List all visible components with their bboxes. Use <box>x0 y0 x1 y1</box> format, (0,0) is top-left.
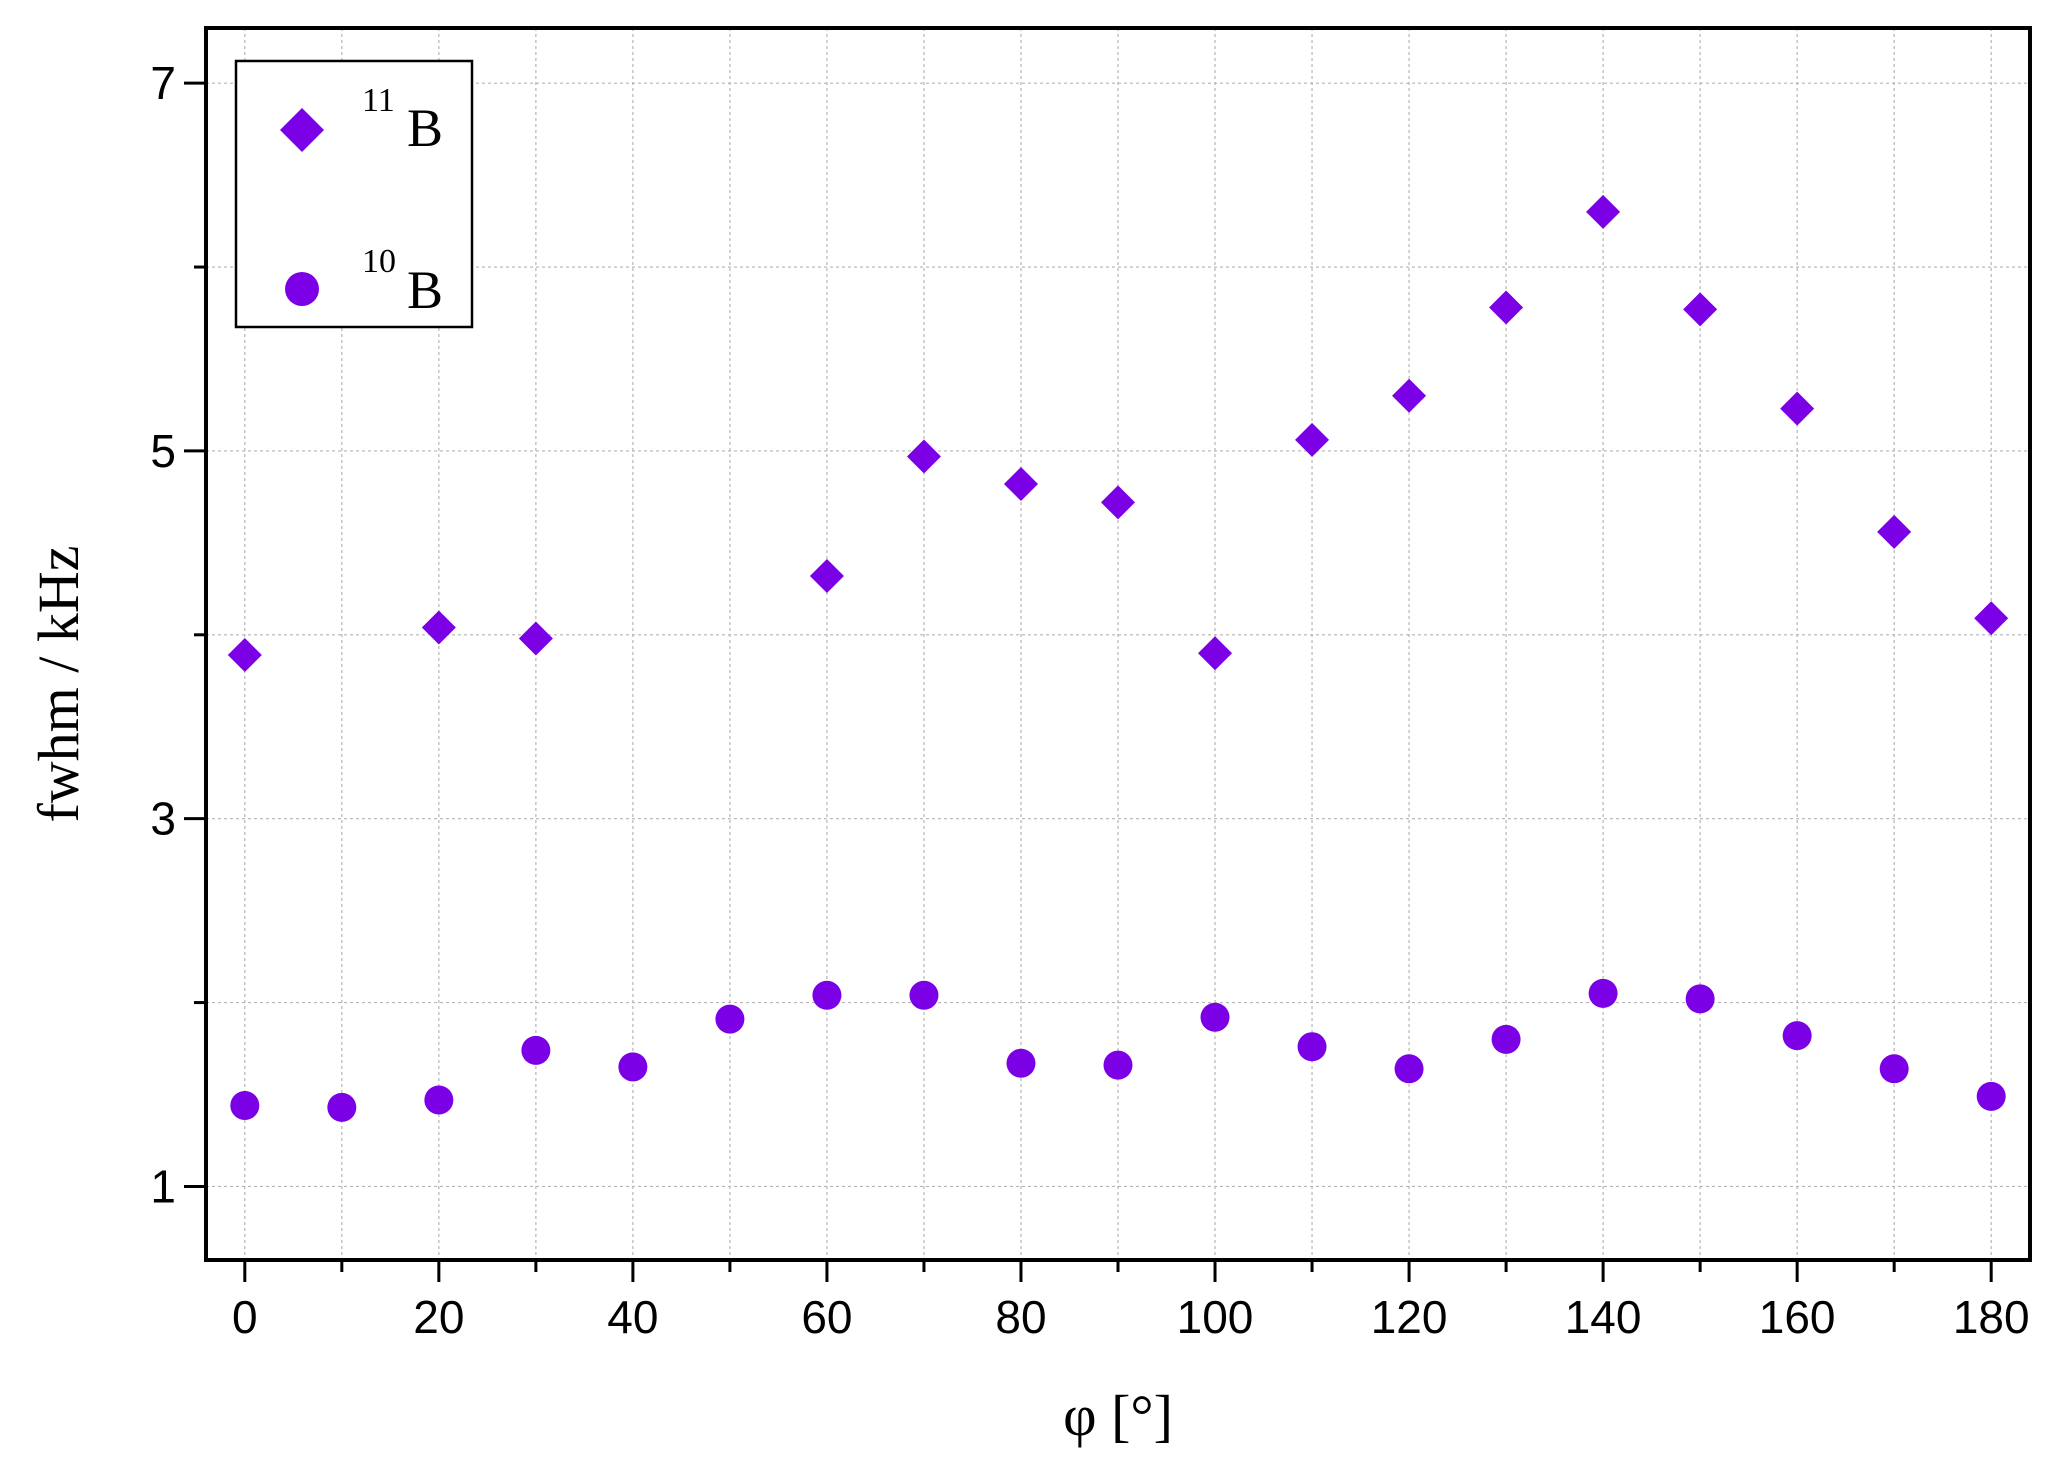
y-tick-label: 1 <box>150 1160 176 1212</box>
circle-point <box>1103 1050 1133 1080</box>
diamond-point <box>1392 378 1427 413</box>
legend-superscript: 11 <box>362 82 395 119</box>
y-tick-label: 7 <box>150 57 176 109</box>
legend-label: B <box>407 260 443 320</box>
diamond-point <box>906 439 941 474</box>
x-tick-label: 0 <box>232 1291 258 1343</box>
series-11B <box>227 194 2009 673</box>
circle-point <box>909 980 939 1010</box>
circle-point <box>1588 978 1618 1008</box>
diamond-point <box>1198 636 1233 671</box>
legend-box <box>234 59 474 329</box>
y-tick-label: 3 <box>150 793 176 845</box>
diamond-point <box>1586 194 1621 229</box>
diamond-point <box>1003 467 1038 502</box>
circle-point <box>1491 1024 1521 1054</box>
circle-point <box>1394 1054 1424 1084</box>
x-tick-label: 100 <box>1177 1291 1254 1343</box>
circle-point <box>327 1092 357 1122</box>
legend-label: B <box>407 98 443 158</box>
plot-frame <box>204 26 2032 1262</box>
diamond-point <box>227 638 262 673</box>
diamond-point <box>518 621 553 656</box>
circle-point <box>424 1085 454 1115</box>
circle-point <box>230 1091 260 1121</box>
legend: 11 B 10 B <box>234 59 474 329</box>
diamond-point <box>1489 290 1524 325</box>
y-tick-label: 5 <box>150 425 176 477</box>
x-tick-labels: 0 20 40 60 80 100 120 140 160 180 <box>232 1291 2030 1343</box>
data-points <box>227 194 2009 1122</box>
x-tick-label: 60 <box>801 1291 852 1343</box>
diamond-point <box>421 610 456 645</box>
diamond-point <box>1683 292 1718 327</box>
diamond-point <box>1780 391 1815 426</box>
x-tick-label: 40 <box>607 1291 658 1343</box>
x-tick-label: 140 <box>1565 1291 1642 1343</box>
circle-point <box>521 1035 551 1065</box>
y-axis-label: fwhm / kHz <box>26 545 91 822</box>
circle-point <box>1879 1054 1909 1084</box>
circle-point <box>812 980 842 1010</box>
diamond-point <box>1295 422 1330 457</box>
x-tick-label: 160 <box>1759 1291 1836 1343</box>
circle-point <box>715 1004 745 1034</box>
legend-superscript: 10 <box>362 243 396 280</box>
y-tick-labels: 1 3 5 7 <box>150 57 176 1212</box>
circle-point <box>618 1052 648 1082</box>
circle-point <box>1200 1002 1230 1032</box>
circle-point <box>1297 1032 1327 1062</box>
x-axis-label: φ [°] <box>1063 1383 1173 1448</box>
circle-point <box>1976 1081 2006 1111</box>
legend-marker-diamond <box>280 108 324 152</box>
circle-point <box>1782 1021 1812 1051</box>
diamond-point <box>1974 601 2009 636</box>
circle-point <box>1685 984 1715 1014</box>
circle-point <box>1006 1048 1036 1078</box>
x-tick-label: 80 <box>995 1291 1046 1343</box>
diamond-point <box>1101 485 1135 520</box>
x-tick-label: 20 <box>413 1291 464 1343</box>
diamond-point <box>1877 514 1912 549</box>
diamond-point <box>809 558 844 593</box>
x-tick-label: 120 <box>1371 1291 1448 1343</box>
x-tick-label: 180 <box>1953 1291 2030 1343</box>
legend-marker-circle <box>285 272 319 306</box>
series-10B <box>230 978 2006 1122</box>
